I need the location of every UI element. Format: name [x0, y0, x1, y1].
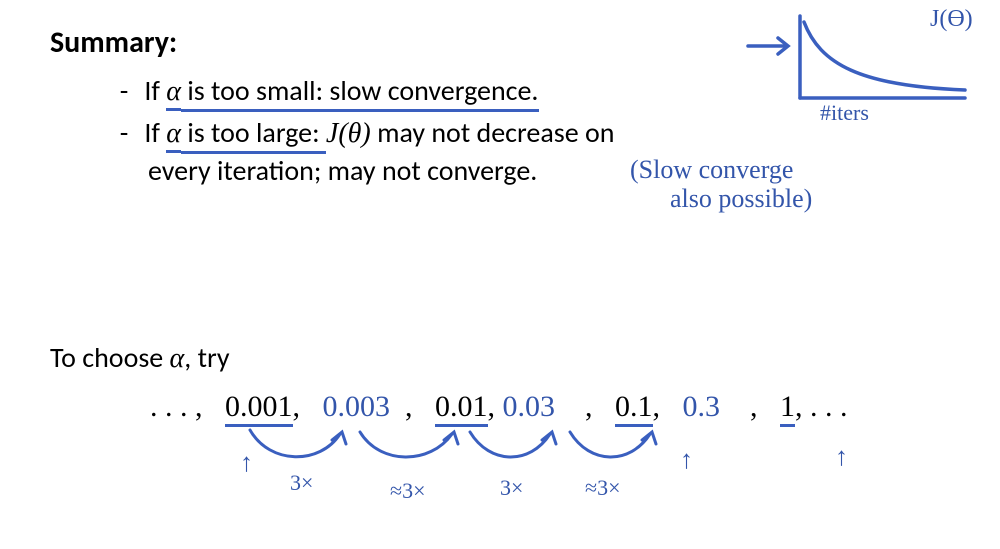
choose-pre: To choose: [50, 340, 170, 375]
hand-j-theta-label: J(ϴ): [930, 6, 973, 33]
alpha-values: . . . , 0.001, 0.003 , 0.01, 0.03 , 0.1,…: [150, 390, 970, 424]
hand-arrow-up: ↑: [240, 448, 253, 478]
bullet-1: - If α is too small: slow convergence.: [110, 72, 810, 111]
bullet-2: - If α is too large: J(θ) may not decrea…: [110, 114, 760, 153]
dots-left: . . . ,: [150, 390, 203, 423]
bullet1-post: is too small: slow convergence.: [181, 73, 539, 112]
bullet2-post2: may not decrease on: [371, 115, 615, 150]
dots-right: , . . .: [795, 390, 848, 423]
handval-0003: 0.003: [323, 390, 391, 423]
comma: ,: [293, 390, 301, 423]
alpha-var: α: [166, 118, 181, 153]
hand-3x-2: ≈3×: [390, 478, 425, 504]
value-arrows: [200, 420, 920, 510]
bullet2-line2-text: every iteration; may not converge.: [148, 153, 537, 188]
choose-line: To choose α, try: [50, 340, 230, 375]
comma: ,: [750, 390, 758, 423]
hand-iters-label: #iters: [820, 100, 869, 126]
alpha-var: α: [166, 76, 181, 111]
summary-heading: Summary:: [50, 24, 177, 61]
hand-3x-3: 3×: [500, 475, 523, 501]
hand-slow-converge: (Slow converge also possible): [630, 156, 812, 213]
comma: ,: [405, 390, 413, 423]
hand-3x-1: 3×: [290, 470, 313, 496]
handval-003: 0.03: [503, 390, 556, 423]
bullet2-post1: is too large:: [181, 115, 326, 154]
comma: ,: [653, 390, 661, 423]
hand-slow-line1: (Slow converge: [630, 156, 812, 185]
dash-icon: -: [110, 114, 138, 152]
j-theta: J(θ): [326, 118, 371, 149]
bullet1-pre: If: [144, 73, 166, 108]
hand-3x-4: ≈3×: [585, 475, 620, 501]
dash-icon: -: [110, 72, 138, 110]
choose-post: , try: [184, 340, 229, 375]
bullet1-text: If α is too small: slow convergence.: [144, 73, 538, 108]
hand-arrow-up-3: ↑: [835, 442, 848, 472]
comma: ,: [488, 390, 496, 423]
comma: ,: [585, 390, 593, 423]
handval-03: 0.3: [683, 390, 721, 423]
choose-alpha: α: [170, 343, 185, 374]
bullet2-pre: If: [144, 115, 166, 150]
hand-slow-line2: also possible): [670, 185, 812, 214]
hand-arrow-up-2: ↑: [680, 445, 693, 475]
bullet2-line1: If α is too large: J(θ) may not decrease…: [144, 115, 614, 150]
